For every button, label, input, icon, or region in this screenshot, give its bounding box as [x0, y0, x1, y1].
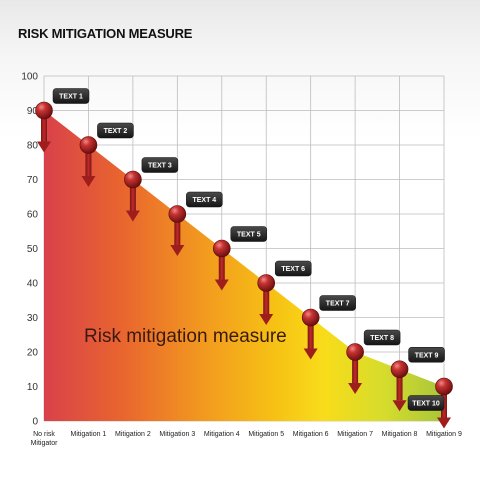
point-tag: TEXT 9	[408, 347, 445, 363]
data-point-marker	[257, 274, 276, 325]
data-point-marker	[346, 343, 364, 394]
y-tick-label: 80	[27, 141, 39, 152]
point-tags: TEXT 1 TEXT 2 TEXT 3 TEXT 4 TEXT 5 TEXT 6 TEXT…	[52, 88, 445, 411]
point-tag-label: TEXT 9	[415, 352, 439, 359]
point-tag-label: TEXT 1	[59, 94, 83, 101]
point-tag-label: TEXT 10	[412, 401, 440, 408]
y-tick-label: 60	[27, 210, 39, 221]
data-point-marker	[212, 239, 231, 291]
point-tag: TEXT 1	[52, 88, 90, 104]
point-tag-label: TEXT 4	[192, 197, 216, 204]
y-tick-label: 50	[27, 244, 39, 255]
y-axis: 0 10 20 30 40 50 60 70 80 90 100	[21, 72, 38, 428]
point-tag-label: TEXT 6	[281, 266, 305, 273]
point-tag-label: TEXT 5	[237, 232, 261, 239]
data-point-marker	[168, 205, 187, 256]
point-tag-label: TEXT 7	[326, 301, 350, 308]
y-tick-label: 10	[27, 382, 39, 393]
x-axis: No risk Mitigator Mitigation 1 Mitigation 2…	[31, 431, 462, 447]
data-point-marker	[301, 308, 320, 360]
x-tick-label: Mitigation 6	[293, 431, 329, 438]
y-tick-label: 90	[27, 106, 39, 117]
point-tag: TEXT 6	[274, 260, 312, 277]
point-tag-label: TEXT 3	[148, 163, 172, 170]
y-tick-label: 20	[27, 348, 39, 359]
data-point-marker	[35, 101, 53, 153]
x-tick-label: Mitigation 2	[115, 431, 151, 438]
point-tag: TEXT 3	[141, 157, 179, 173]
y-tick-label: 30	[27, 313, 39, 324]
x-tick-label: Mitigation 5	[248, 431, 284, 438]
point-tag: TEXT 4	[186, 191, 223, 208]
x-tick-label: Mitigation 1	[71, 431, 107, 438]
point-tag-label: TEXT 2	[104, 128, 128, 135]
y-tick-label: 70	[27, 175, 39, 186]
risk-area	[44, 110, 444, 421]
page-title: RISK MITIGATION MEASURE	[18, 26, 193, 41]
point-tag: TEXT 5	[230, 226, 268, 242]
x-tick-label: Mitigation 4	[204, 431, 240, 438]
y-tick-label: 40	[27, 279, 39, 290]
area-annotation: Risk mitigation measure	[84, 326, 287, 347]
x-tick-label: Mitigation 3	[159, 431, 195, 438]
x-tick-label: Mitigation 8	[382, 431, 418, 438]
markers	[35, 101, 453, 429]
x-tick-label: No risk Mitigator	[31, 431, 59, 447]
y-tick-label: 0	[32, 417, 38, 428]
x-tick-label: Mitigation 9	[426, 431, 462, 438]
data-point-marker	[124, 170, 142, 222]
point-tag-label: TEXT 8	[370, 335, 394, 342]
x-tick-label: Mitigation 7	[337, 431, 373, 438]
point-tag: TEXT 2	[97, 122, 134, 139]
point-tag: TEXT 7	[319, 295, 356, 311]
data-point-marker	[390, 360, 409, 412]
point-tag: TEXT 8	[363, 329, 401, 346]
data-point-marker	[79, 136, 98, 187]
point-tag: TEXT 10	[407, 395, 445, 411]
y-tick-label: 100	[21, 72, 38, 83]
